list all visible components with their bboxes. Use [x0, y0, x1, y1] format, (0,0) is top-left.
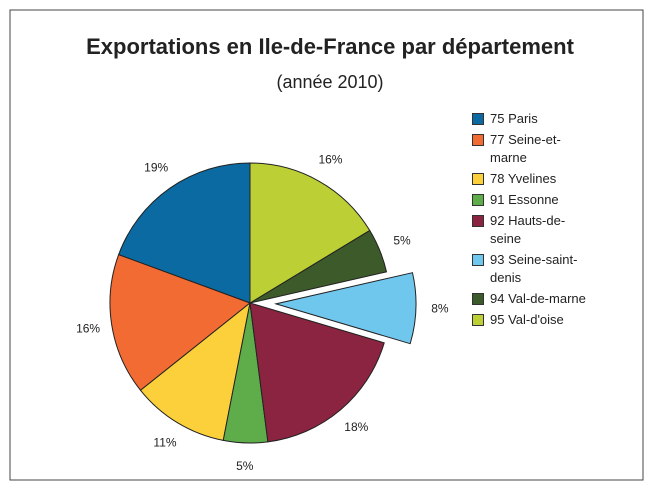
legend-label: 94 Val-de-marne: [490, 291, 586, 306]
legend-item: 77 Seine-et-marne: [472, 131, 590, 167]
legend-label: 77 Seine-et-marne: [490, 132, 561, 165]
legend-label: 75 Paris: [490, 111, 538, 126]
legend-item: 75 Paris: [472, 110, 590, 128]
legend-label: 92 Hauts-de-seine: [490, 213, 566, 246]
legend-swatch: [472, 215, 484, 227]
chart-title: Exportations en Ile-de-France par départ…: [86, 34, 574, 59]
chart-subtitle: (année 2010): [276, 72, 383, 92]
legend-label: 91 Essonne: [490, 192, 559, 207]
pie-slice: [139, 301, 251, 442]
pie-slice: [117, 162, 251, 304]
data-label: 16%: [76, 321, 100, 335]
data-label: 5%: [393, 234, 411, 248]
pie-slice: [249, 162, 371, 304]
legend-swatch: [472, 254, 484, 266]
data-label: 16%: [318, 152, 342, 166]
legend-swatch: [472, 113, 484, 125]
data-label: 11%: [153, 435, 176, 449]
legend-swatch: [472, 173, 484, 185]
legend-swatch: [472, 134, 484, 146]
legend-label: 93 Seine-saint-denis: [490, 252, 578, 285]
legend-swatch: [472, 194, 484, 206]
data-label: 8%: [431, 301, 449, 315]
legend-swatch: [472, 293, 484, 305]
pie-slice: [249, 302, 385, 443]
legend-item: 92 Hauts-de-seine: [472, 212, 590, 248]
legend-swatch: [472, 314, 484, 326]
legend-item: 95 Val-d'oise: [472, 311, 590, 329]
pie-slice: [274, 272, 417, 345]
legend-item: 91 Essonne: [472, 191, 590, 209]
data-label: 18%: [344, 420, 368, 434]
legend-label: 95 Val-d'oise: [490, 312, 564, 327]
legend-item: 78 Yvelines: [472, 170, 590, 188]
data-label: 5%: [236, 459, 254, 473]
data-label: 19%: [144, 161, 168, 175]
legend-item: 94 Val-de-marne: [472, 290, 590, 308]
legend: 75 Paris 77 Seine-et-marne 78 Yvelines 91 E…: [472, 110, 590, 332]
legend-item: 93 Seine-saint-denis: [472, 251, 590, 287]
legend-label: 78 Yvelines: [490, 171, 557, 186]
pie-slice: [109, 254, 252, 391]
